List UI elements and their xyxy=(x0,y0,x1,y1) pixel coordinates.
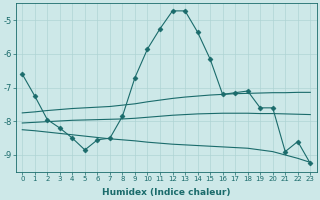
X-axis label: Humidex (Indice chaleur): Humidex (Indice chaleur) xyxy=(102,188,230,197)
